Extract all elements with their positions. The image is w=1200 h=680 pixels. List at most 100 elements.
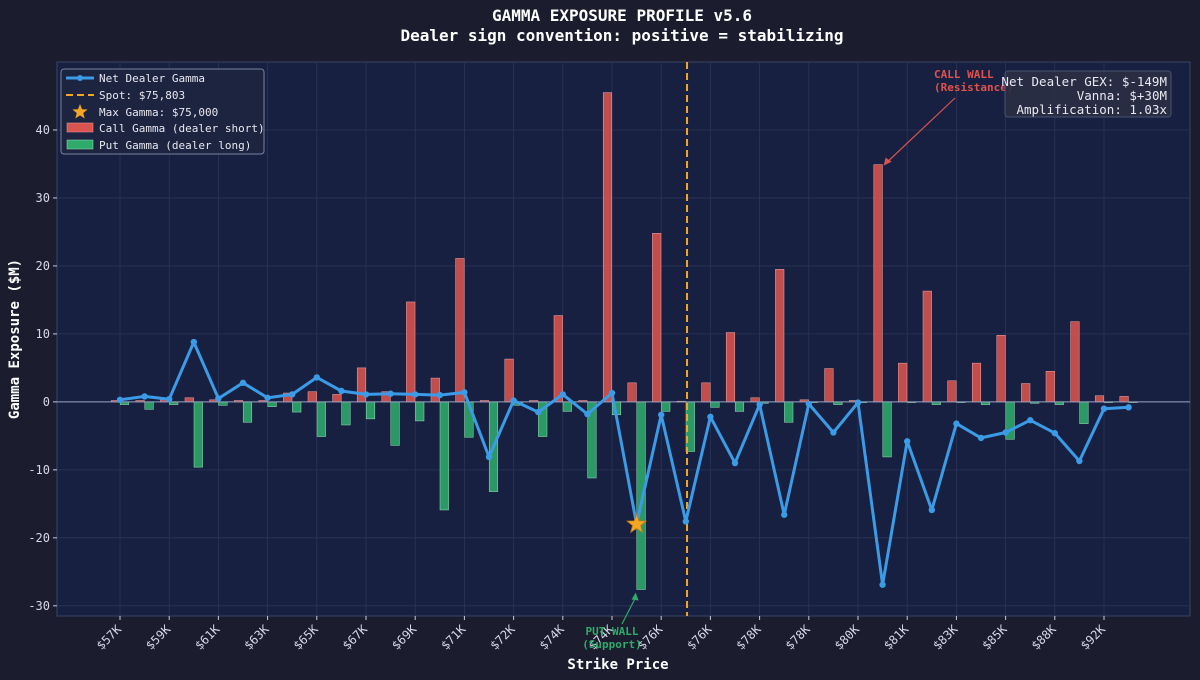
net-gamma-point (854, 399, 862, 406)
legend-put-swatch (66, 139, 94, 150)
put-gamma-bar (365, 401, 376, 420)
call-wall-sublabel: (Resistance) (934, 81, 1013, 94)
call-wall-arrow (886, 97, 956, 164)
put-gamma-bar (242, 401, 253, 423)
put-wall-label: PUT WALL (586, 625, 639, 638)
net-gamma-point (682, 518, 689, 525)
legend-max-gamma-label: Max Gamma: $75,000 (99, 106, 218, 119)
x-axis-label: Strike Price (567, 657, 668, 673)
info-amplification: Amplification: 1.03x (1016, 102, 1167, 117)
chart-title: GAMMA EXPOSURE PROFILE v5.6 (492, 6, 752, 25)
y-tick-label: -10 (28, 463, 50, 477)
net-gamma-point (756, 401, 763, 408)
call-gamma-bar (947, 380, 957, 403)
net-gamma-point (805, 400, 812, 408)
y-tick-label: -20 (28, 531, 50, 545)
net-gamma-point (485, 453, 493, 461)
max-gamma-star (626, 513, 648, 534)
net-gamma-point (953, 420, 960, 427)
net-gamma-point (436, 391, 443, 399)
net-gamma-point (289, 391, 296, 398)
put-wall-annotation: PUT WALL (Support) (582, 592, 642, 651)
net-gamma-point (1002, 429, 1009, 436)
call-gamma-bar (1021, 383, 1031, 403)
net-gamma-point (1051, 429, 1059, 437)
y-axis-ticks: -30 -20 -10 0 10 20 30 40 (28, 123, 57, 613)
put-gamma-bar (710, 401, 720, 408)
net-gamma-point (215, 395, 222, 402)
net-gamma-point (166, 395, 173, 403)
net-gamma-point (510, 397, 517, 404)
net-gamma-point (190, 338, 197, 346)
info-net-gex: Net Dealer GEX: $-149M (1001, 74, 1167, 89)
call-gamma-bar (971, 362, 982, 403)
call-gamma-bar (824, 368, 834, 403)
call-gamma-bar (455, 258, 465, 403)
legend-frame (60, 68, 265, 155)
put-gamma-bar (292, 401, 302, 413)
legend-net-marker (77, 75, 83, 81)
net-gamma-point (879, 581, 886, 588)
put-gamma-bar (218, 401, 228, 406)
net-gamma-point (731, 459, 739, 467)
net-gamma-point (535, 408, 542, 416)
net-gamma-point (1125, 404, 1132, 411)
net-gamma-point (608, 389, 616, 397)
call-gamma-bar (307, 391, 317, 403)
legend-spot-label: Spot: $75,803 (99, 89, 185, 102)
put-gamma-bar (734, 401, 745, 412)
call-gamma-bar (775, 269, 785, 403)
y-tick-label: 0 (43, 395, 50, 409)
call-gamma-bar (996, 335, 1006, 403)
net-gamma-point (387, 390, 394, 397)
call-gamma-bar (602, 92, 613, 403)
info-box: Net Dealer GEX: $-149M Vanna: $+30M Ampl… (1001, 70, 1172, 118)
net-gamma-point (707, 413, 714, 421)
put-gamma-bar (784, 401, 794, 423)
call-gamma-bar (701, 382, 711, 403)
call-gamma-bar (1070, 321, 1080, 403)
put-gamma-bar (144, 401, 154, 410)
net-gamma-point (559, 391, 566, 398)
put-gamma-bar (390, 401, 400, 446)
net-gamma-point (412, 391, 419, 398)
call-gamma-bar (725, 332, 736, 403)
call-gamma-bar (553, 315, 563, 403)
net-gamma-point (658, 411, 665, 418)
net-gamma-point (338, 387, 345, 395)
y-tick-label: 20 (36, 259, 50, 273)
net-gamma-point (1100, 405, 1108, 412)
put-wall-arrowhead (631, 592, 639, 601)
put-gamma-bar (341, 401, 351, 426)
put-gamma-bar (193, 401, 203, 468)
put-wall-arrow (621, 597, 637, 625)
net-gamma-point (584, 410, 591, 418)
net-gamma-point (1027, 417, 1034, 424)
put-gamma-bar (439, 401, 449, 511)
net-gamma-point (141, 393, 148, 400)
legend-net-label: Net Dealer Gamma (99, 72, 205, 85)
y-tick-label: 30 (36, 191, 50, 205)
legend-call-label: Call Gamma (dealer short) (99, 122, 265, 135)
call-gamma-bar (406, 301, 416, 403)
call-gamma-bar (1045, 371, 1055, 403)
put-gamma-bar (1079, 401, 1089, 424)
put-gamma-bar (562, 401, 572, 412)
call-gamma-bar (430, 377, 440, 403)
info-vanna: Vanna: $+30M (1077, 88, 1167, 103)
put-gamma-bar (661, 401, 671, 412)
net-gamma-point (1076, 457, 1083, 465)
legend: Net Dealer Gamma Spot: $75,803 Max Gamma… (60, 68, 265, 155)
legend-call-swatch (66, 122, 94, 133)
call-wall-arrowhead (883, 157, 892, 166)
net-gamma-point (362, 391, 370, 398)
y-tick-label: 40 (36, 123, 50, 137)
call-gamma-bar (750, 397, 760, 403)
call-gamma-bar (627, 382, 637, 403)
call-gamma-bar (898, 362, 908, 403)
net-gamma-point (264, 394, 271, 401)
y-axis-label: Gamma Exposure ($M) (7, 259, 23, 419)
chart-subtitle: Dealer sign convention: positive = stabi… (400, 26, 843, 45)
net-gamma-point (461, 389, 468, 396)
